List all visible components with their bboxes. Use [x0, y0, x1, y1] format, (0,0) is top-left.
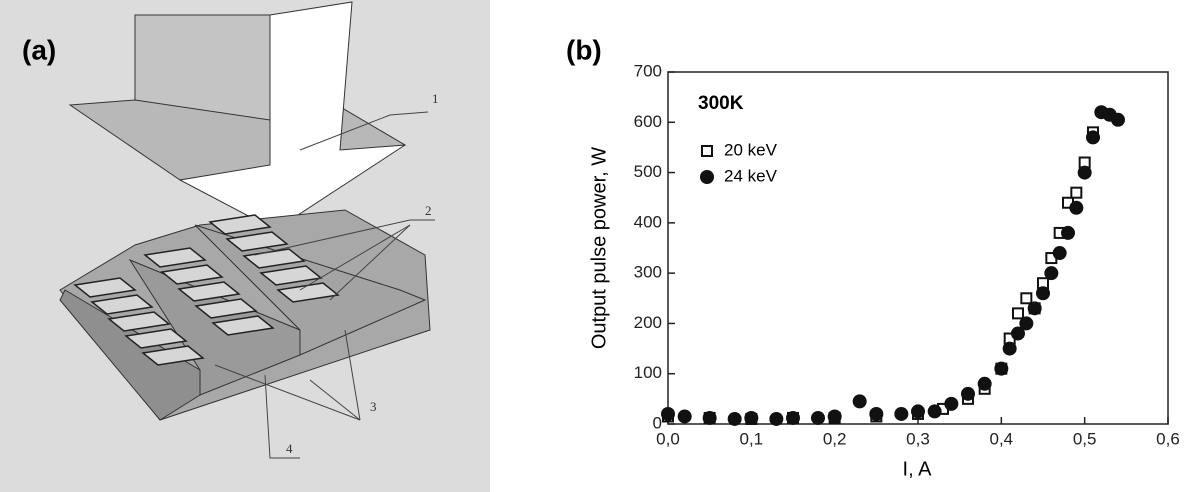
point	[786, 410, 800, 425]
y-tick-label: 0	[653, 413, 662, 432]
point	[852, 394, 867, 409]
point	[961, 386, 975, 401]
x-tick-label: 0,6	[1156, 429, 1180, 448]
point	[1036, 286, 1050, 301]
point	[1019, 316, 1034, 331]
callout-line	[344, 329, 361, 421]
callout-line	[299, 111, 429, 151]
point	[677, 409, 692, 424]
point	[727, 411, 742, 426]
legend-label: 20 keV	[724, 140, 778, 159]
point	[944, 396, 959, 411]
legend-marker	[701, 145, 713, 157]
x-tick-label: 0,3	[906, 429, 930, 448]
point	[1069, 200, 1084, 215]
point	[911, 404, 925, 419]
callout-line	[329, 224, 411, 301]
point	[994, 361, 1009, 376]
point	[1002, 341, 1017, 356]
point	[869, 406, 884, 421]
point	[811, 410, 825, 425]
callout: 1	[432, 91, 439, 106]
point	[1012, 307, 1024, 320]
panel-label: (b)	[566, 34, 602, 65]
point	[744, 410, 759, 425]
y-tick-label: 600	[634, 112, 662, 131]
y-axis-title: Output pulse power, W	[588, 147, 610, 349]
callout: 3	[370, 399, 377, 414]
y-tick-label: 700	[634, 61, 662, 80]
point	[1077, 165, 1092, 180]
legend-label: 24 keV	[724, 166, 778, 185]
x-axis-title: I, A	[903, 458, 933, 480]
callout-line	[309, 379, 361, 421]
point	[1061, 225, 1075, 240]
arrow	[178, 1, 406, 231]
x-tick-label: 0,1	[740, 429, 764, 448]
point	[977, 376, 992, 391]
point	[702, 410, 717, 425]
callout: 4	[286, 441, 293, 456]
callout-line	[214, 364, 361, 421]
x-tick-label: 0,5	[1073, 429, 1097, 448]
panel-label: (a)	[22, 34, 56, 65]
plot-frame	[667, 71, 1169, 425]
point	[769, 411, 784, 426]
callout-line	[299, 224, 411, 291]
annotation: 300K	[698, 93, 744, 114]
point	[894, 406, 909, 421]
point	[1011, 326, 1025, 341]
point	[1086, 130, 1100, 145]
point	[1070, 186, 1083, 199]
point	[927, 404, 942, 419]
point	[1020, 292, 1033, 305]
legend-marker	[700, 170, 714, 184]
y-tick-label: 200	[634, 313, 662, 332]
point	[1111, 112, 1125, 127]
callout: 2	[425, 203, 432, 218]
x-tick-label: 0,2	[823, 429, 847, 448]
y-tick-label: 100	[634, 363, 662, 382]
callout-line	[254, 219, 435, 256]
point	[1027, 301, 1042, 316]
point	[661, 406, 675, 421]
x-tick-label: 0,4	[990, 429, 1014, 448]
diagram: 1 2 3 4 (a)	[0, 0, 490, 492]
y-tick-label: 500	[634, 162, 662, 181]
y-tick-label: 400	[634, 212, 662, 231]
point	[1044, 266, 1059, 281]
x-tick-label: 0,0	[656, 429, 680, 448]
point	[1052, 246, 1067, 261]
point	[827, 409, 842, 424]
y-tick-label: 300	[634, 263, 662, 282]
callout-line	[264, 374, 300, 459]
